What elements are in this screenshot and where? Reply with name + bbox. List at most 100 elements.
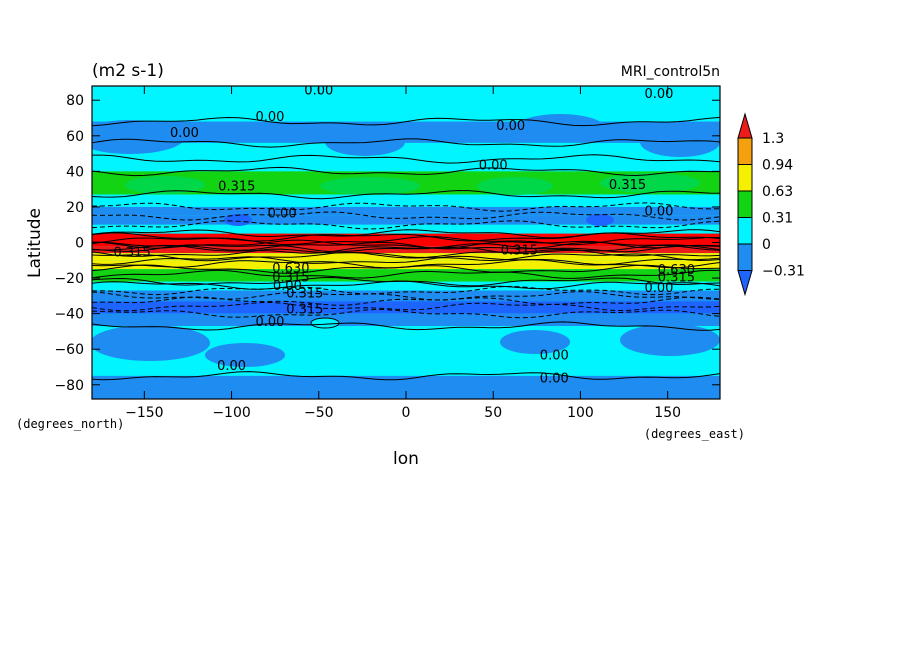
y-tick-label: 60 <box>66 129 84 145</box>
contour-line <box>92 220 720 230</box>
anomaly-shape <box>205 343 285 367</box>
contour-label: 0.00 <box>273 279 302 294</box>
contour-line <box>92 154 720 164</box>
units-label: (m2 s-1) <box>92 61 164 81</box>
contour-line <box>92 166 720 177</box>
anomaly-shape <box>224 214 252 226</box>
y-tick-label: −80 <box>54 378 84 394</box>
zonal-bands <box>92 86 720 399</box>
contour-line <box>92 308 720 319</box>
anomaly-shape <box>320 177 420 195</box>
y-tick-label: −60 <box>54 342 84 358</box>
contour-line <box>92 301 720 312</box>
contour-label: 0.00 <box>268 206 297 221</box>
contour-label: 0.00 <box>255 110 284 125</box>
contour-label: 0.00 <box>644 87 673 102</box>
contour-line <box>92 244 720 254</box>
y-axis: 80 60 40 20 0 −20 −40 −60 −80 <box>54 93 720 394</box>
colorbar-label: 0 <box>762 237 771 253</box>
x-axis: −150 −100 −50 0 50 100 150 <box>125 86 681 421</box>
colorbar-label: 1.3 <box>762 131 784 147</box>
contour-label: 0.315 <box>501 244 538 259</box>
contour-label: 0.00 <box>496 119 525 134</box>
zonal-band <box>92 142 720 159</box>
contour-label: 0.315 <box>286 286 323 301</box>
contour-line <box>92 252 720 262</box>
x-tick-label: −150 <box>125 405 163 421</box>
contour-line <box>92 280 720 290</box>
anomaly-shape <box>92 120 185 154</box>
zonal-band <box>92 233 720 247</box>
regional-anomalies <box>92 114 720 367</box>
anomaly-shape <box>600 173 700 193</box>
colorbar-swatch <box>737 190 753 218</box>
contour-line <box>92 371 720 381</box>
contour-line <box>92 259 720 269</box>
contour-label: 0.630 <box>658 263 695 278</box>
contour-line <box>92 235 720 246</box>
anomaly-shape <box>586 214 614 226</box>
x-tick-label: 150 <box>654 405 681 421</box>
colorbar-swatch <box>737 243 753 271</box>
colorbar: 1.3 0.94 0.63 0.31 0 −0.31 <box>737 112 805 297</box>
contour-line <box>92 116 720 127</box>
contour-label: 0.00 <box>479 158 508 173</box>
contour-label: 0.315 <box>114 245 151 260</box>
contour-line <box>92 202 720 212</box>
colorbar-label: −0.31 <box>762 264 805 280</box>
contour-label: 0.00 <box>540 372 569 387</box>
contour-label: 0.00 <box>644 204 673 219</box>
y-tick-label: 0 <box>75 236 84 252</box>
anomaly-shape <box>477 177 553 195</box>
contour-line <box>92 269 720 279</box>
zonal-band <box>92 215 720 225</box>
y-tick-label: −40 <box>54 307 84 323</box>
zonal-band <box>92 290 720 302</box>
anomaly-shape <box>125 176 205 194</box>
contour-line <box>92 243 720 253</box>
contour-lines <box>92 116 720 381</box>
zonal-band <box>92 224 720 234</box>
anomaly-shape <box>500 330 570 354</box>
colorbar-swatch <box>737 137 753 165</box>
contour-line <box>92 232 720 242</box>
x-axis-label: lon <box>393 449 419 469</box>
colorbar-label: 0.31 <box>762 211 793 227</box>
contour-label: 0.315 <box>286 302 323 317</box>
contour-label: 0.00 <box>644 281 673 296</box>
contour-label: 0.315 <box>609 178 646 193</box>
x-tick-label: −50 <box>304 405 334 421</box>
y-tick-label: 80 <box>66 93 84 109</box>
zonal-band <box>92 194 720 207</box>
contour-label: 0.315 <box>272 270 309 285</box>
anomaly-shape <box>515 114 605 142</box>
anomaly-shape <box>92 325 210 361</box>
contour-label: 0.630 <box>272 261 309 276</box>
anomaly-shape <box>325 128 405 156</box>
y-tick-label: 40 <box>66 164 84 180</box>
contour-line <box>92 138 720 148</box>
colorbar-swatch <box>737 217 753 245</box>
y-axis-label: Latitude <box>25 208 45 278</box>
y-units-label: (degrees_north) <box>16 417 124 431</box>
zonal-band <box>92 313 720 327</box>
anomaly-shape <box>620 324 720 356</box>
contour-label: 0.00 <box>217 359 246 374</box>
contour-line <box>92 211 720 221</box>
zonal-band <box>92 260 720 270</box>
zonal-band <box>92 206 720 216</box>
contour-line <box>92 255 720 266</box>
anomaly-shape <box>310 317 340 329</box>
zonal-band <box>92 281 720 291</box>
contour-label: 0.00 <box>540 349 569 364</box>
y-tick-label: −20 <box>54 271 84 287</box>
contour-line <box>92 291 720 301</box>
colorbar-swatch <box>737 164 753 192</box>
colorbar-arrow-bottom <box>737 270 753 297</box>
zonal-band <box>92 375 720 399</box>
contour-label: 0.315 <box>658 270 695 285</box>
contour-label: 0.00 <box>170 126 199 141</box>
contour-line <box>92 189 720 200</box>
